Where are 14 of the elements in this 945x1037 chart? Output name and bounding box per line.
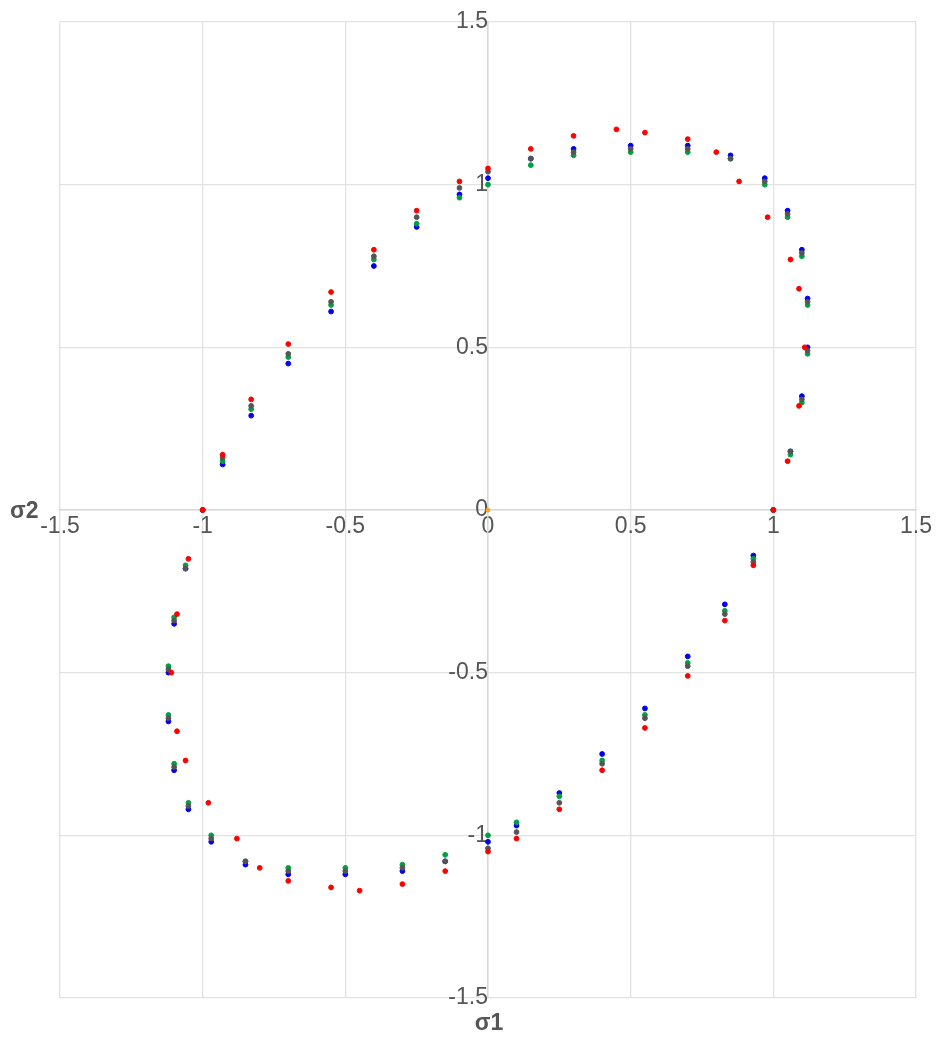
y-tick-label: -0.5 [448,658,488,685]
y-tick-label: 1.5 [456,7,488,34]
x-tick-label: 1.5 [900,512,932,539]
y-tick-label: 0.5 [456,332,488,359]
x-tick-label: -1.5 [40,512,80,539]
x-tick-label: -1 [192,512,213,539]
x-tick-label: -0.5 [325,512,366,539]
x-tick-label: 0.5 [614,512,647,539]
y-tick-label: -1.5 [448,983,488,1010]
x-axis-title: σ1 [474,1008,504,1035]
y-tick-label: 1 [475,170,488,197]
x-tick-label: 1 [766,512,780,539]
y-tick-label: -1 [467,820,488,847]
y-axis-title: σ2 [10,497,39,524]
